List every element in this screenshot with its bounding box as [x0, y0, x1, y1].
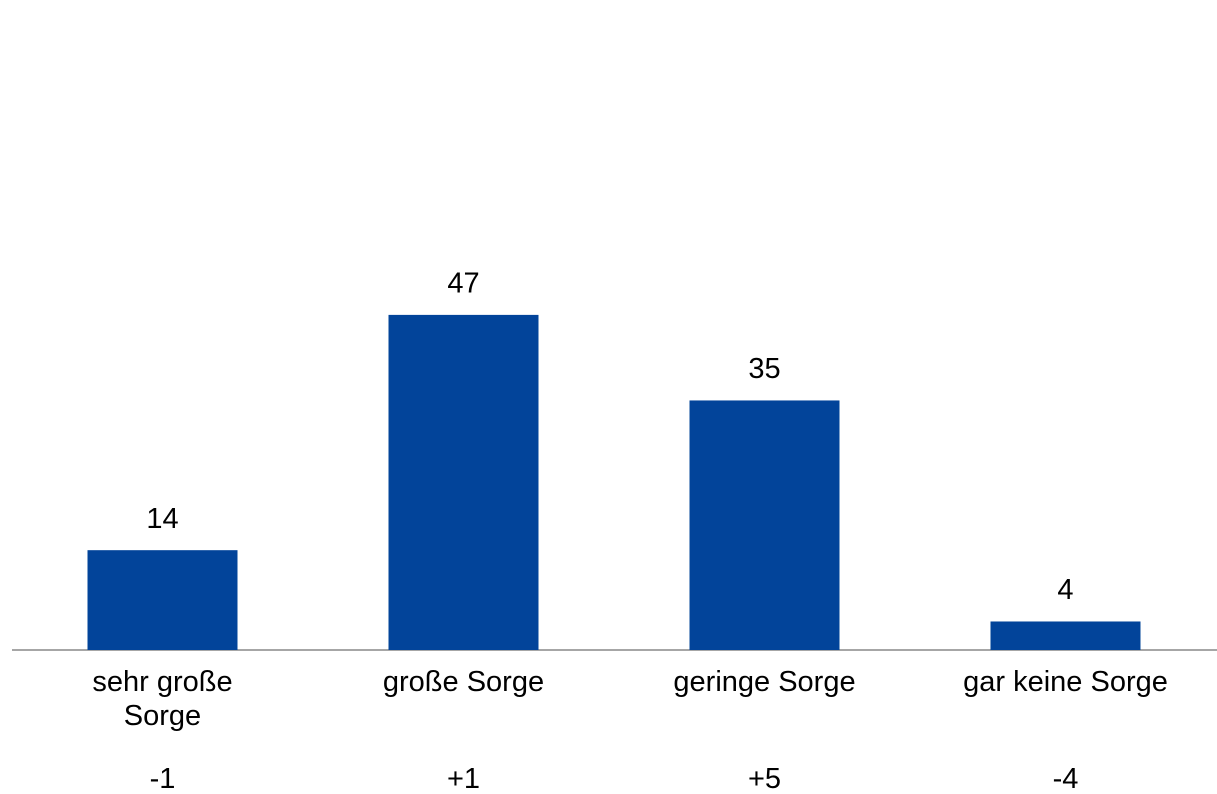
- change-label: -4: [1052, 763, 1079, 794]
- change-label: +5: [747, 763, 782, 794]
- value-label: 14: [146, 503, 178, 535]
- value-label: 47: [447, 268, 479, 300]
- bar: [990, 621, 1141, 650]
- change-label: +1: [446, 763, 481, 794]
- x-tick-label: sehr große Sorge: [92, 666, 233, 732]
- x-tick-label: große Sorge: [382, 666, 545, 698]
- bar: [689, 400, 840, 650]
- value-label: 35: [748, 353, 780, 385]
- bar: [388, 314, 539, 650]
- bar: [87, 550, 238, 650]
- change-label: -1: [149, 763, 176, 794]
- value-label: 4: [1057, 574, 1073, 606]
- x-tick-label: gar keine Sorge: [963, 666, 1168, 698]
- x-tick-label: geringe Sorge: [673, 666, 856, 698]
